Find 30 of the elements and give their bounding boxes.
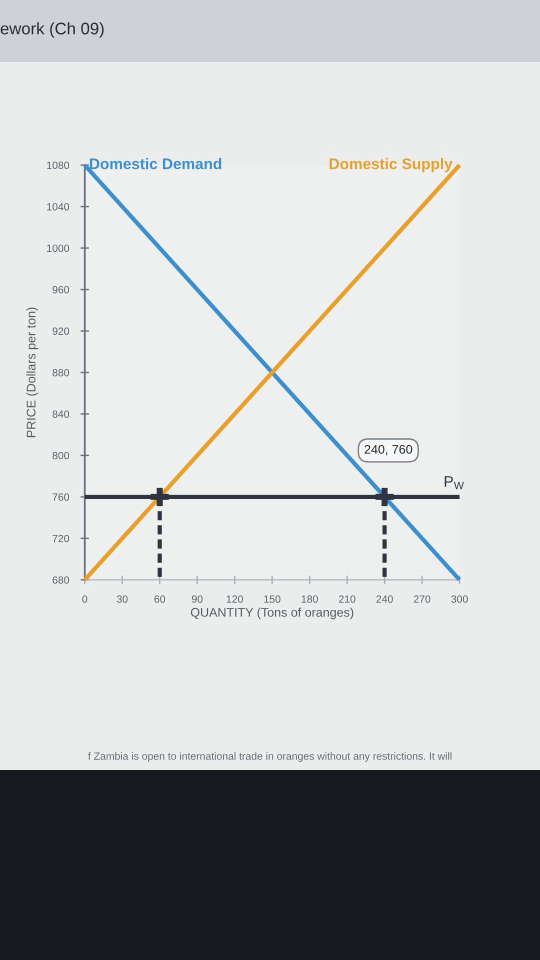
x-tick-label: 150	[264, 595, 280, 603]
x-tick-label: 180	[302, 595, 318, 603]
y-tick-label: 720	[52, 534, 70, 542]
series-label: Domestic Demand	[90, 158, 222, 170]
x-tick-label: 90	[192, 595, 203, 603]
x-tick-label: 270	[414, 595, 430, 603]
y-tick-label: 760	[52, 493, 70, 501]
y-tick-label: 920	[52, 328, 70, 335]
y-tick-label: 880	[52, 368, 70, 376]
series-label: Domestic Supply	[330, 158, 453, 172]
x-axis-title: QUANTITY (Tons of oranges)	[190, 608, 354, 620]
x-tick-label: 0	[82, 595, 88, 603]
y-tick-label: 840	[52, 410, 70, 418]
y-tick-label: 800	[52, 452, 70, 460]
y-tick-label: 1000	[47, 244, 70, 252]
x-tick-label: 210	[338, 595, 356, 603]
x-tick-label: 300	[451, 595, 468, 603]
x-tick-label: 30	[116, 595, 128, 603]
x-tick-label: 240	[376, 595, 393, 603]
x-tick-label: 60	[154, 595, 166, 603]
series-label: P$_{W}$	[444, 476, 464, 490]
chart-title: ework (Ch 09)	[0, 22, 104, 38]
text: f Zambia is open to international trade in oranges without any restrictions. It will	[88, 752, 452, 762]
x-tick-label: 120	[226, 595, 243, 603]
y-tick-label: 1040	[47, 203, 70, 210]
annotation: 240, 760	[364, 444, 412, 456]
y-tick-label: 1080	[47, 162, 70, 169]
y-tick-label: 960	[52, 286, 70, 294]
y-tick-label: 680	[52, 576, 70, 584]
y-axis-title: PRICE (Dollars per ton)	[26, 308, 38, 438]
